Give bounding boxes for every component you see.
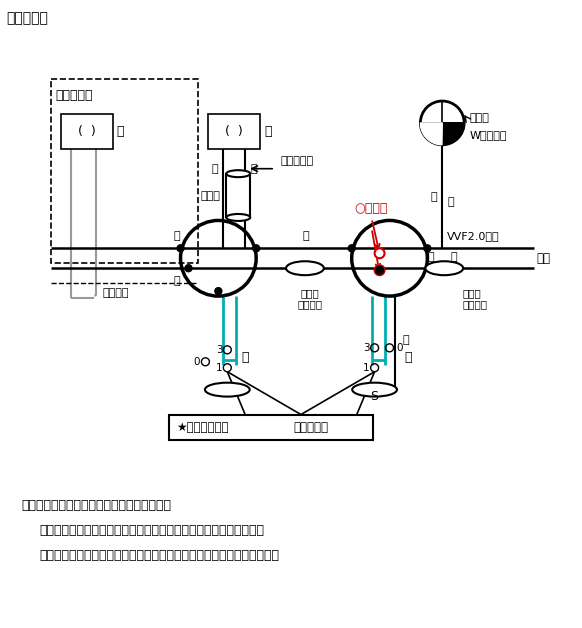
Text: 黒: 黒 [403,335,409,345]
Text: 接地側に白: 接地側に白 [280,156,313,166]
Text: 黒: 黒 [431,192,437,202]
Circle shape [424,245,431,252]
Text: 差込形: 差込形 [300,288,320,298]
Ellipse shape [352,382,397,397]
Text: 白: 白 [450,252,457,263]
Text: 露出形: 露出形 [469,113,489,123]
Bar [169,414,372,440]
Text: 3: 3 [363,343,370,353]
Text: イ: イ [264,125,272,138]
Text: VVF2.0　白: VVF2.0 白 [447,231,500,241]
Text: イ: イ [404,351,412,364]
Text: リング: リング [462,288,481,298]
Text: 電源: 電源 [537,252,551,265]
Text: コネクタ: コネクタ [297,299,322,309]
Circle shape [375,265,385,275]
Circle shape [348,245,355,252]
Text: （注）　上記の複線図は、正解の一例です。: （注） 上記の複線図は、正解の一例です。 [22,499,171,512]
Text: スリーブ: スリーブ [462,299,487,309]
Text: (  ): ( ) [78,125,96,138]
Circle shape [185,265,192,272]
Text: 黒: 黒 [212,164,218,174]
Text: ★電線の色別は: ★電線の色別は [176,421,229,434]
Text: 防護管: 防護管 [200,190,221,200]
Text: 端子記号「１と３」、「３と１」を結線してあっても正解です。: 端子記号「１と３」、「３と１」を結線してあっても正解です。 [39,549,279,562]
Text: (  ): ( ) [225,125,243,138]
Ellipse shape [286,261,324,275]
Circle shape [375,248,385,258]
Text: 白: 白 [250,164,257,174]
Circle shape [215,288,222,295]
Text: W端子に白: W端子に白 [469,130,507,140]
Text: ３路スイッチ相互間の結線方法は、上記の複線図のほかに、: ３路スイッチ相互間の結線方法は、上記の複線図のほかに、 [39,524,264,537]
Bar [208,114,260,149]
Bar [226,174,250,217]
Polygon shape [420,123,464,145]
Text: 1: 1 [363,363,370,373]
Ellipse shape [425,261,463,275]
Text: 0: 0 [396,343,403,353]
Text: ○で圧着: ○で圧着 [354,202,388,215]
Text: 白: 白 [447,197,454,207]
Text: 白: 白 [303,231,309,241]
Text: イ: イ [241,351,249,364]
Bar [61,114,113,149]
Text: 3: 3 [216,345,222,355]
Ellipse shape [226,214,250,221]
Text: 【複線図】: 【複線図】 [6,11,48,26]
Text: イ: イ [117,125,125,138]
Circle shape [177,245,184,252]
Text: 0: 0 [193,357,200,367]
Text: 黒: 黒 [174,276,180,286]
FancyBboxPatch shape [51,79,198,263]
Text: 白: 白 [174,231,180,241]
Text: 1: 1 [216,363,222,373]
Text: 問わない。: 問わない。 [293,421,328,434]
Text: S: S [371,389,379,403]
Text: 【複線図】: 【複線図】 [55,89,93,102]
Text: 黒: 黒 [428,252,434,263]
Text: 施工省略: 施工省略 [102,288,129,298]
Circle shape [375,266,384,274]
Ellipse shape [205,382,250,397]
Circle shape [253,245,260,252]
Ellipse shape [226,170,250,177]
Polygon shape [420,123,442,145]
